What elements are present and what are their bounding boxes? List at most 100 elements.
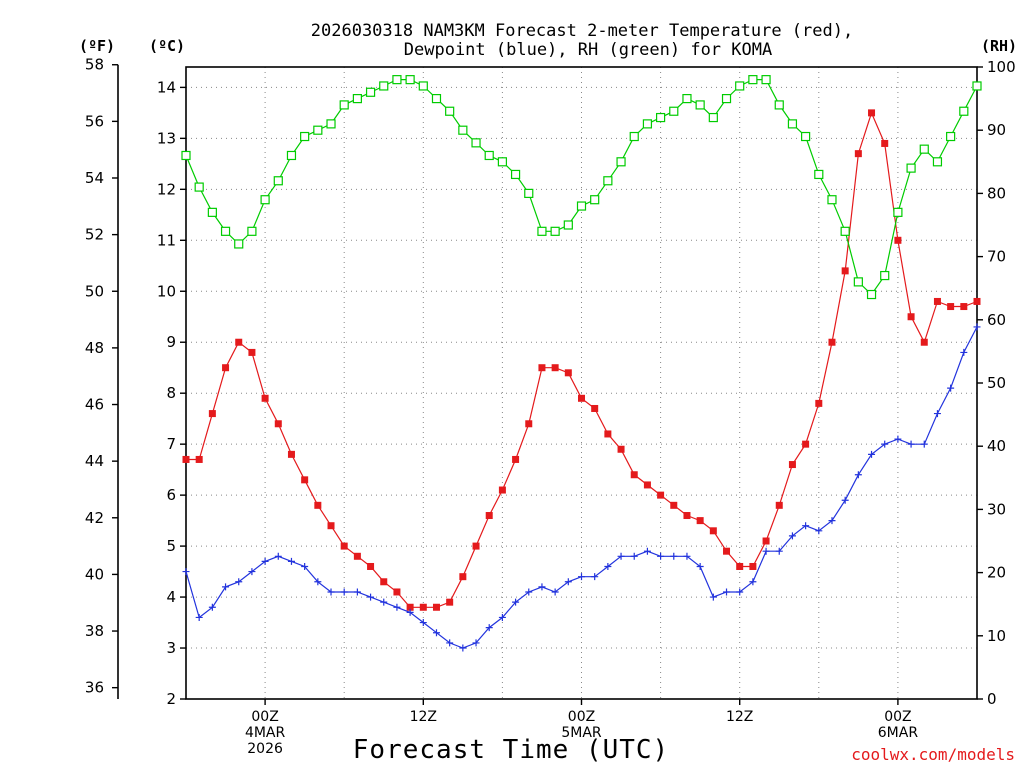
dewpoint-point — [301, 562, 309, 570]
temperature-point — [933, 297, 941, 305]
temperature-point — [301, 476, 309, 484]
fahrenheit-tick-label: 54 — [85, 169, 104, 187]
rh-point — [234, 239, 244, 249]
celsius-tick-label: 5 — [166, 537, 176, 555]
temperature-point — [762, 537, 770, 545]
rh-point — [629, 131, 639, 142]
dewpoint-point — [393, 603, 401, 611]
dewpoint-point — [802, 522, 810, 530]
temperature-point — [274, 420, 282, 428]
dewpoint-point — [960, 348, 968, 356]
dewpoint-point — [459, 644, 467, 652]
temperature-point — [749, 562, 757, 570]
dewpoint-point — [512, 598, 520, 606]
temperature-point — [630, 471, 638, 479]
rh-point — [801, 131, 811, 142]
dewpoint-point — [709, 593, 717, 601]
dewpoint-point — [775, 547, 783, 555]
temperature-point — [235, 338, 243, 346]
rh-tick-label: 30 — [987, 500, 1006, 518]
rh-point — [563, 220, 573, 230]
temperature-point — [261, 394, 269, 402]
rh-point — [339, 100, 349, 110]
rh-point — [932, 157, 943, 167]
chart-title-line2: Dewpoint (blue), RH (green) for KOMA — [404, 40, 772, 60]
rh-point — [247, 226, 257, 236]
celsius-tick-label: 13 — [157, 129, 176, 147]
temperature-point — [643, 481, 651, 489]
temperature-point — [551, 364, 559, 372]
rh-point — [484, 150, 494, 161]
time-tick-label: 12Z — [726, 709, 753, 725]
temperature-point — [353, 552, 361, 560]
temperature-point — [960, 303, 968, 311]
dewpoint-point — [947, 384, 955, 392]
fahrenheit-tick-label: 48 — [85, 339, 104, 357]
rh-point — [880, 270, 890, 281]
dewpoint-point — [551, 588, 559, 596]
rh-point — [576, 201, 587, 211]
dewpoint-point — [907, 440, 915, 448]
temperature-series — [182, 109, 981, 611]
rh-point — [748, 75, 758, 85]
dewpoint-point — [973, 323, 981, 331]
y-axis-celsius-label: (ºC) — [149, 37, 185, 55]
temperature-point — [617, 445, 625, 453]
temperature-point — [723, 547, 731, 555]
rh-point — [735, 81, 745, 91]
time-tick-label: 6MAR — [878, 725, 919, 741]
rh-point — [352, 93, 362, 104]
rh-point — [445, 106, 455, 116]
rh-tick-label: 40 — [987, 437, 1006, 455]
dewpoint-point — [841, 496, 849, 504]
rh-point — [273, 176, 283, 186]
celsius-tick-label: 8 — [166, 384, 176, 402]
rh-tick-label: 60 — [987, 311, 1006, 329]
dewpoint-point — [485, 624, 493, 632]
axes — [117, 64, 978, 700]
time-tick-label: 12Z — [410, 709, 437, 725]
rh-point — [853, 277, 863, 287]
temperature-point — [222, 364, 230, 372]
rh-point — [392, 75, 402, 85]
celsius-tick-label: 10 — [157, 282, 176, 300]
temperature-point — [485, 512, 493, 520]
fahrenheit-tick-label: 56 — [85, 112, 104, 130]
dewpoint-point — [815, 527, 823, 535]
dewpoint-point — [472, 639, 480, 647]
temperature-point — [327, 522, 335, 530]
rh-point — [840, 226, 850, 236]
rh-point — [365, 87, 376, 97]
dewpoint-point — [591, 573, 599, 581]
rh-point — [919, 144, 929, 154]
dewpoint-point — [578, 573, 585, 581]
rh-point — [497, 157, 507, 167]
temperature-point — [538, 364, 546, 372]
temperature-point — [657, 491, 665, 499]
rh-point — [590, 195, 600, 205]
dewpoint-point — [287, 557, 295, 565]
rh-point — [761, 75, 771, 85]
dewpoint-point — [868, 450, 876, 458]
dewpoint-point — [762, 547, 770, 555]
dewpoint-point — [327, 588, 335, 596]
dewpoint-point — [235, 578, 243, 586]
temperature-point — [459, 573, 467, 581]
time-tick-label: 2026 — [247, 741, 283, 757]
temperature-point — [208, 410, 216, 418]
fahrenheit-tick-label: 36 — [85, 679, 104, 697]
grid-lines — [186, 67, 977, 699]
rh-tick-label: 20 — [987, 564, 1006, 582]
dewpoint-point — [749, 578, 757, 586]
rh-point — [695, 100, 705, 110]
temperature-point — [683, 512, 691, 520]
dewpoint-point — [498, 613, 506, 621]
rh-point — [300, 131, 310, 142]
rh-point — [655, 112, 666, 123]
temperature-point — [947, 303, 955, 311]
temperature-point — [432, 603, 440, 611]
rh-point — [708, 112, 718, 123]
celsius-tick-label: 3 — [166, 639, 176, 657]
dewpoint-point — [353, 588, 361, 596]
